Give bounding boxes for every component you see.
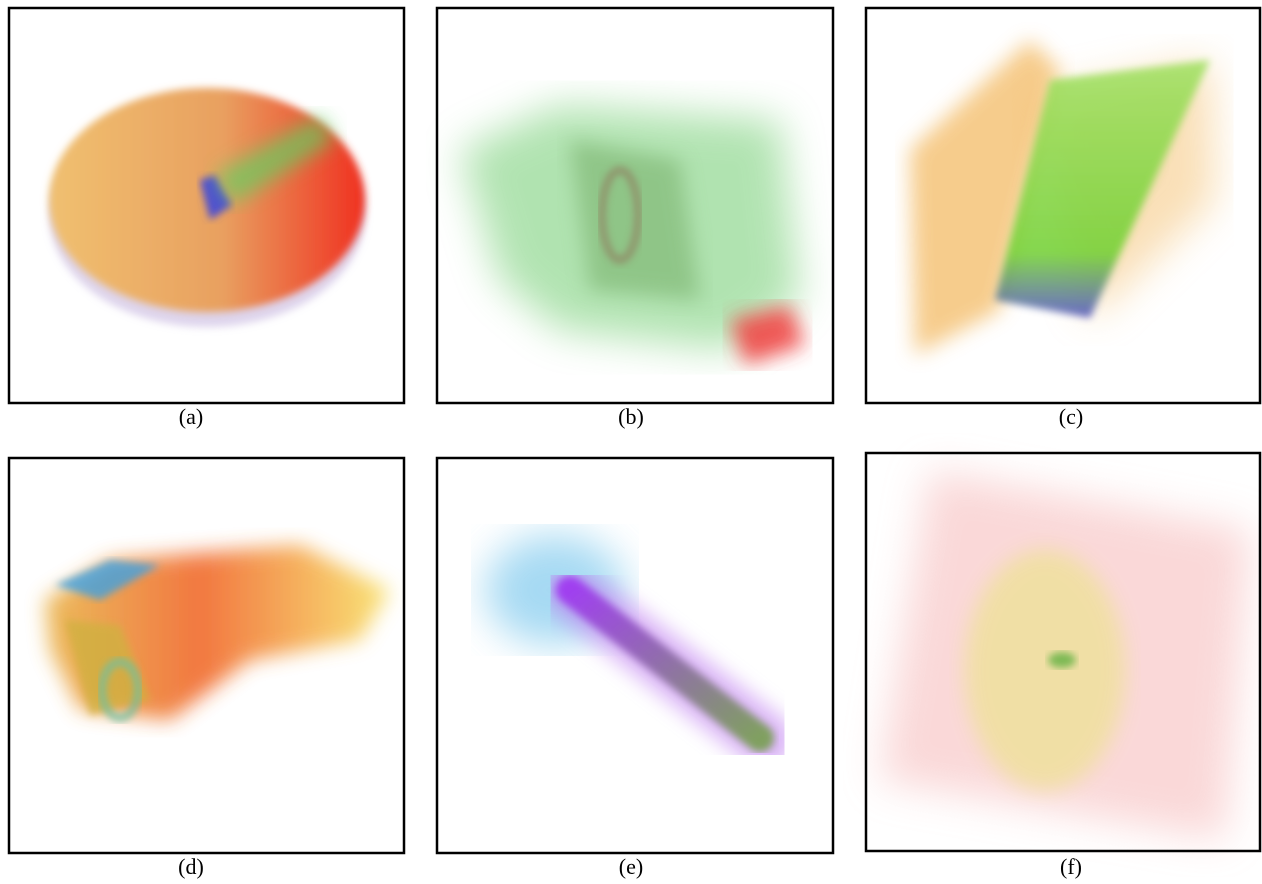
caption: (c) (1059, 404, 1083, 429)
panel-f (866, 453, 1260, 851)
panel-a (9, 8, 404, 403)
panel-c (866, 8, 1260, 403)
caption: (d) (178, 854, 204, 879)
panel-e (437, 458, 833, 853)
page: (a) (b) (c) (d) (e) (f) (() => { const d… (0, 0, 1262, 884)
caption: (b) (618, 404, 644, 429)
panel-b (437, 8, 833, 403)
panel-d (9, 458, 404, 853)
caption: (f) (1060, 854, 1082, 879)
figure: (a) (b) (c) (d) (e) (f) (0, 0, 1262, 884)
caption: (a) (179, 404, 203, 429)
caption: (e) (619, 854, 643, 879)
